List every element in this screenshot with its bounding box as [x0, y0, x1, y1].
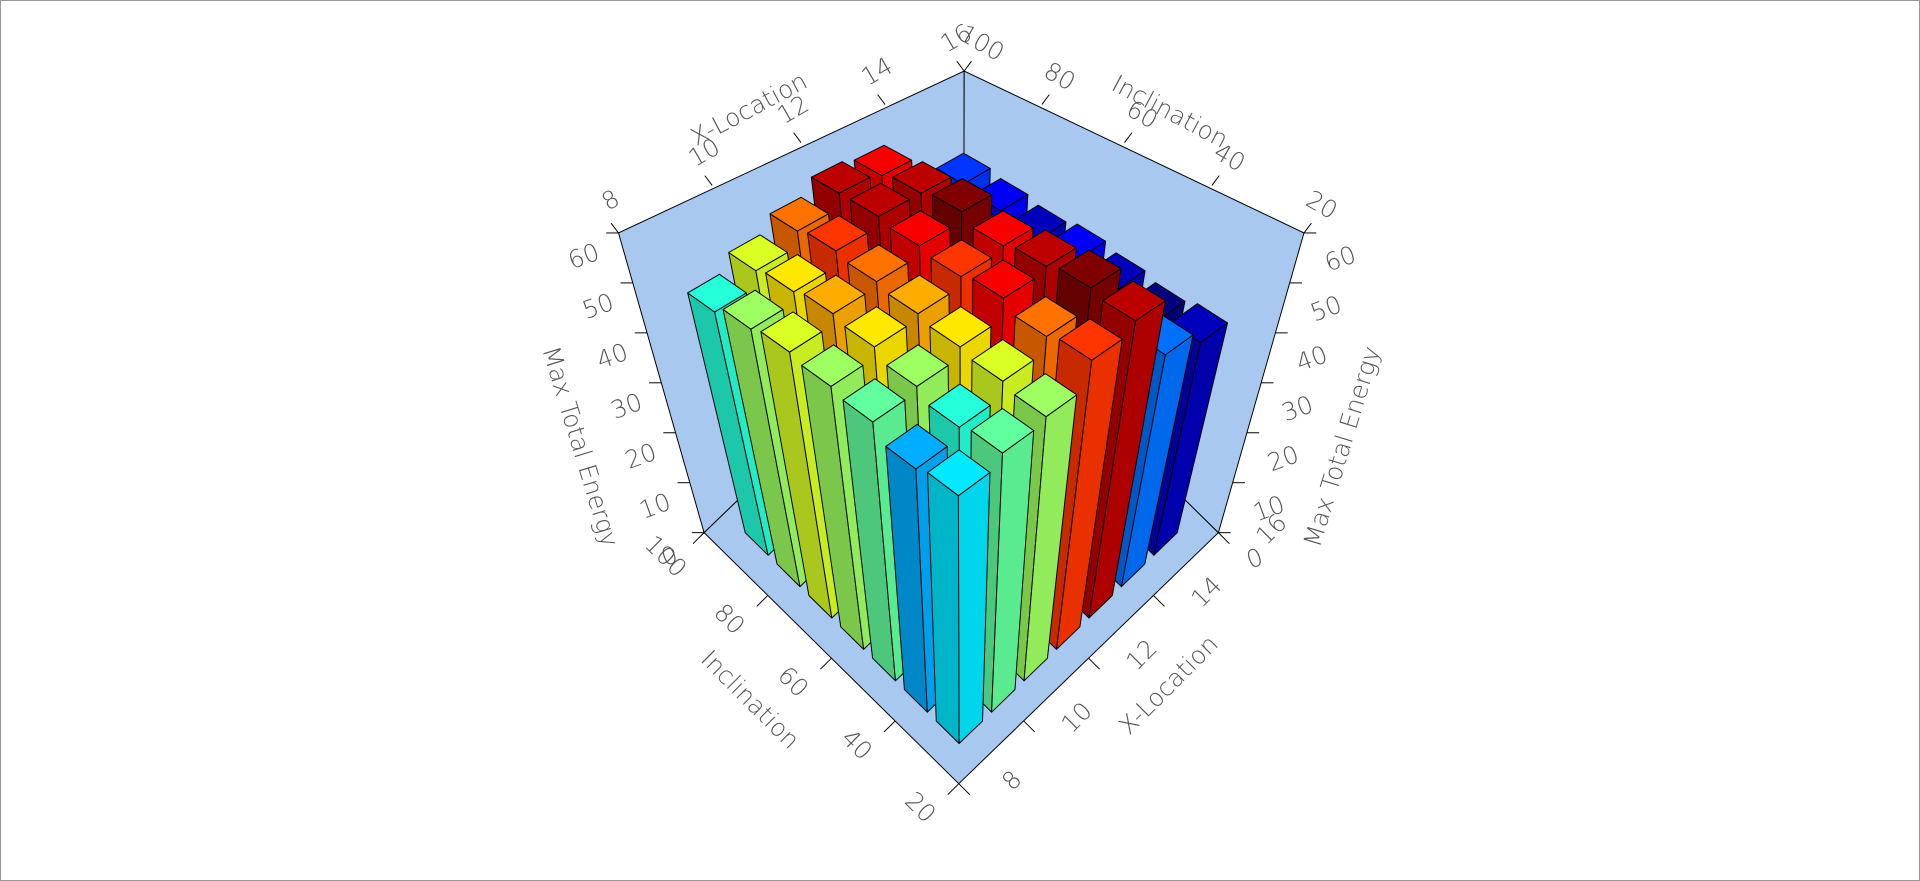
bar-face: [972, 259, 1035, 299]
bar-face: [760, 311, 823, 353]
bar-face: [803, 274, 866, 315]
x-tick: [793, 132, 802, 143]
y-tick: [1124, 132, 1133, 143]
bar-face: [801, 344, 864, 387]
x-tick: [1088, 657, 1100, 670]
bar-face: [928, 383, 991, 428]
bar-face: [1014, 229, 1077, 267]
bar-face: [1102, 280, 1166, 322]
bar-face: [769, 196, 829, 232]
bar-face: [722, 289, 784, 330]
bar-face: [929, 306, 992, 348]
bar-face: [889, 210, 951, 247]
bar-face: [844, 306, 907, 348]
y-tick: [947, 783, 960, 796]
bar-face: [765, 254, 826, 293]
y-tick: [820, 657, 832, 670]
bar-face: [892, 161, 952, 194]
y-tick: [756, 595, 769, 607]
bar-face: [1058, 249, 1122, 289]
x-tick: [956, 60, 965, 72]
bar: [927, 449, 991, 745]
bar-face: [1058, 318, 1123, 361]
bar-face: [1014, 373, 1078, 418]
bar-face: [853, 144, 913, 177]
x-tick: [610, 222, 619, 234]
bar-face: [842, 378, 906, 423]
bar-face: [972, 210, 1034, 247]
x-tick: [1218, 532, 1230, 545]
x-tick: [958, 783, 971, 796]
bar-face: [887, 274, 950, 315]
bar-face: [810, 161, 871, 194]
bar-face: [1014, 296, 1078, 337]
bar-face: [849, 182, 910, 217]
bar-face: [971, 339, 1035, 382]
y-tick: [1041, 94, 1050, 105]
y-tick: [692, 532, 705, 545]
bar-face: [930, 239, 992, 278]
bar-face: [927, 449, 991, 497]
x-tick: [704, 175, 713, 186]
x-tick: [1023, 720, 1036, 733]
bar-face: [931, 178, 993, 213]
bar-face: [728, 234, 788, 272]
bar-face: [885, 423, 948, 470]
bar-face: [807, 215, 868, 252]
x-tick: [877, 94, 886, 105]
bar-face: [886, 344, 949, 387]
y-tick: [883, 720, 896, 733]
y-tick: [963, 60, 972, 72]
bar-face: [687, 273, 747, 313]
y-tick: [1211, 175, 1220, 186]
bar-face: [970, 408, 1035, 454]
y-tick: [1303, 222, 1312, 234]
bar-face: [847, 244, 909, 283]
x-tick: [1153, 595, 1165, 607]
